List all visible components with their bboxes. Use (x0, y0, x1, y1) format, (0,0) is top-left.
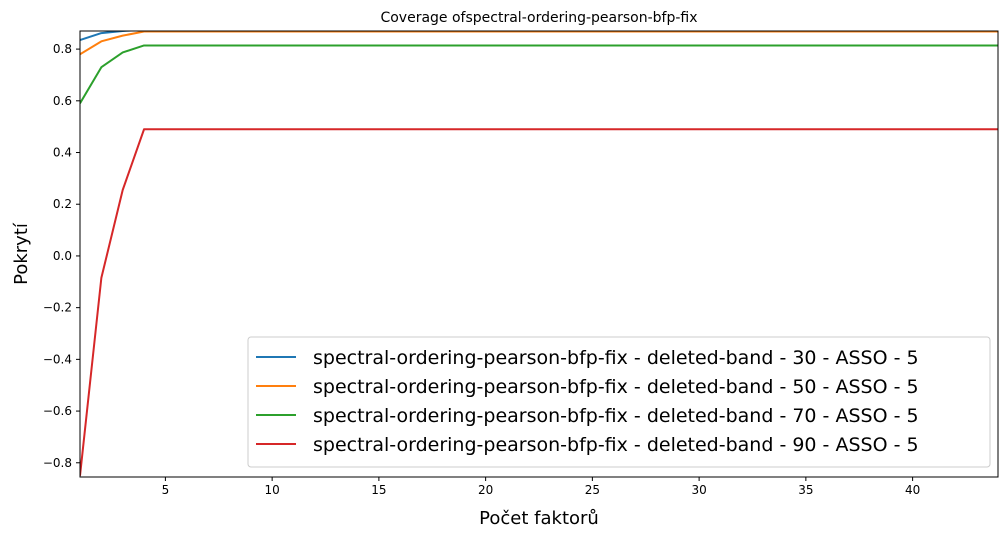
y-tick-label: −0.4 (43, 352, 72, 366)
plot-frame (79, 30, 999, 478)
x-axis-ticks: 5 10 15 20 25 30 35 40 (162, 477, 920, 497)
y-tick-label: 0.6 (53, 94, 72, 108)
y-tick-label: −0.8 (43, 456, 72, 470)
y-tick-label: −0.6 (43, 404, 72, 418)
x-tick-label: 15 (371, 483, 386, 497)
chart-title: Coverage ofspectral-ordering-pearson-bfp… (380, 10, 697, 26)
legend-items: spectral-ordering-pearson-bfp-fix - dele… (256, 347, 919, 456)
legend-label-3: spectral-ordering-pearson-bfp-fix - dele… (313, 405, 919, 427)
series-line-3 (80, 44, 998, 104)
x-tick-label: 20 (478, 483, 493, 497)
legend-frame (247, 336, 991, 468)
legend-label-1: spectral-ordering-pearson-bfp-fix - dele… (313, 347, 919, 369)
x-tick-label: 40 (905, 483, 920, 497)
y-tick-label: 0.4 (53, 146, 72, 160)
x-tick-label: 5 (162, 483, 170, 497)
x-tick-label: 30 (691, 483, 706, 497)
y-tick-label: 0.8 (53, 42, 72, 56)
y-tick-label: 0.2 (53, 197, 72, 211)
legend: spectral-ordering-pearson-bfp-fix - dele… (247, 336, 991, 468)
x-tick-label: 25 (585, 483, 600, 497)
y-tick-label: −0.2 (43, 301, 72, 315)
y-axis-label: Pokrytí (11, 222, 32, 285)
series-lines (80, 31, 998, 476)
series-line-2 (80, 31, 998, 56)
x-tick-label: 35 (798, 483, 813, 497)
legend-label-2: spectral-ordering-pearson-bfp-fix - dele… (313, 376, 919, 398)
series-line-4 (80, 128, 998, 476)
legend-label-4: spectral-ordering-pearson-bfp-fix - dele… (313, 434, 919, 456)
y-tick-label: 0.0 (53, 249, 72, 263)
x-axis-label: Počet faktorů (479, 508, 599, 529)
x-tick-label: 10 (264, 483, 279, 497)
y-axis-ticks: −0.8 −0.6 −0.4 −0.2 0.0 0.2 0.4 0.6 0.8 (43, 42, 80, 470)
